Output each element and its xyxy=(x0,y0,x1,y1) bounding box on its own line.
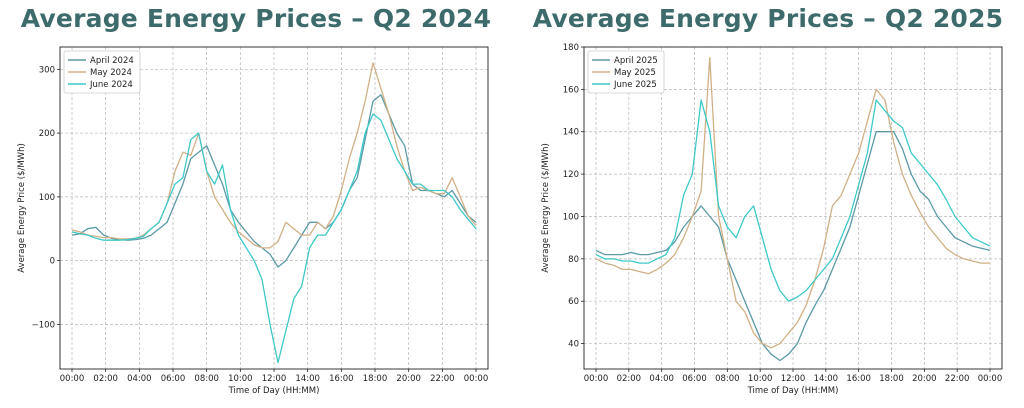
x-tick-label: 14:00 xyxy=(814,374,839,384)
x-tick-label: 08:00 xyxy=(194,374,219,384)
legend-label: May 2025 xyxy=(614,68,656,78)
chart-title-2024: Average Energy Prices – Q2 2024 xyxy=(20,4,492,33)
x-tick-label: 08:00 xyxy=(715,374,740,384)
y-tick-label: 140 xyxy=(563,128,579,138)
chart-title-2025: Average Energy Prices – Q2 2025 xyxy=(532,4,1004,33)
y-axis-label: Average Energy Price ($/MWh) xyxy=(17,143,27,273)
y-tick-label: 200 xyxy=(39,129,55,139)
y-tick-label: 120 xyxy=(563,170,579,180)
legend-box xyxy=(63,50,141,94)
y-tick-label: 300 xyxy=(39,65,55,75)
y-tick-label: 160 xyxy=(563,85,579,95)
x-tick-label: 18:00 xyxy=(879,374,904,384)
x-tick-label: 16:00 xyxy=(846,374,871,384)
legend-label: April 2024 xyxy=(90,56,134,66)
chart-svg-2025: 00:00 02:00 04:00 06:00 08:00 10:00 12:00 14:00… xyxy=(541,43,1003,396)
x-tick-label: 00:00 xyxy=(60,374,85,384)
y-tick-label: 180 xyxy=(563,43,579,53)
series-line-june-2025 xyxy=(595,99,991,302)
series-line-may-2025 xyxy=(595,56,990,349)
series-line-april-2024 xyxy=(71,94,477,268)
legend-label: June 2024 xyxy=(89,80,133,90)
y-tick-label: 80 xyxy=(568,255,579,265)
x-tick-label: 00:00 xyxy=(464,374,489,384)
x-tick-label: 02:00 xyxy=(617,374,642,384)
y-axis-label: Average Energy Price ($/MWh) xyxy=(541,143,551,273)
x-tick-label: 12:00 xyxy=(781,374,806,384)
legend-label: June 2025 xyxy=(613,80,657,90)
legend: April 2024 May 2024 June 2024 xyxy=(63,50,141,94)
y-tick-label: 40 xyxy=(568,340,579,350)
x-tick-label: 16:00 xyxy=(329,374,354,384)
series-line-april-2025 xyxy=(595,131,991,362)
x-tick-label: 20:00 xyxy=(396,374,421,384)
legend: April 2025 May 2025 June 2025 xyxy=(587,50,665,94)
y-tick-label: 100 xyxy=(563,212,579,222)
y-tick-label: 60 xyxy=(568,297,579,307)
x-tick-label: 02:00 xyxy=(93,374,118,384)
grid-lines xyxy=(584,46,1002,369)
x-axis-label: Time of Day (HH:MM) xyxy=(747,386,839,396)
x-tick-label: 22:00 xyxy=(430,374,455,384)
x-tick-label: 06:00 xyxy=(682,374,707,384)
x-tick-label: 04:00 xyxy=(649,374,674,384)
series-line-june-2024 xyxy=(71,113,477,364)
legend-label: May 2024 xyxy=(90,68,132,78)
x-tick-label: 00:00 xyxy=(584,374,609,384)
x-tick-label: 00:00 xyxy=(978,374,1003,384)
legend-label: April 2025 xyxy=(614,56,658,66)
chart-panel-2025: Average Energy Prices – Q2 2025 00:00 02:… xyxy=(512,0,1024,408)
y-tick-label: 100 xyxy=(39,193,55,203)
x-tick-label: 04:00 xyxy=(127,374,152,384)
x-tick-label: 22:00 xyxy=(945,374,970,384)
chart-svg-2024: 00:00 02:00 04:00 06:00 08:00 10:00 12:00 14:00… xyxy=(17,46,489,396)
x-tick-label: 14:00 xyxy=(295,374,320,384)
x-tick-label: 12:00 xyxy=(262,374,287,384)
chart-panel-2024: Average Energy Prices – Q2 2024 00:00 02:… xyxy=(17,4,492,396)
x-tick-label: 18:00 xyxy=(363,374,388,384)
x-axis-label: Time of Day (HH:MM) xyxy=(228,386,320,396)
x-tick-label: 10:00 xyxy=(748,374,773,384)
y-tick-label: −100 xyxy=(32,320,55,330)
x-tick-label: 06:00 xyxy=(161,374,186,384)
x-tick-label: 10:00 xyxy=(228,374,253,384)
y-tick-label: 0 xyxy=(50,257,55,267)
legend-box xyxy=(587,50,665,94)
x-tick-label: 20:00 xyxy=(912,374,937,384)
